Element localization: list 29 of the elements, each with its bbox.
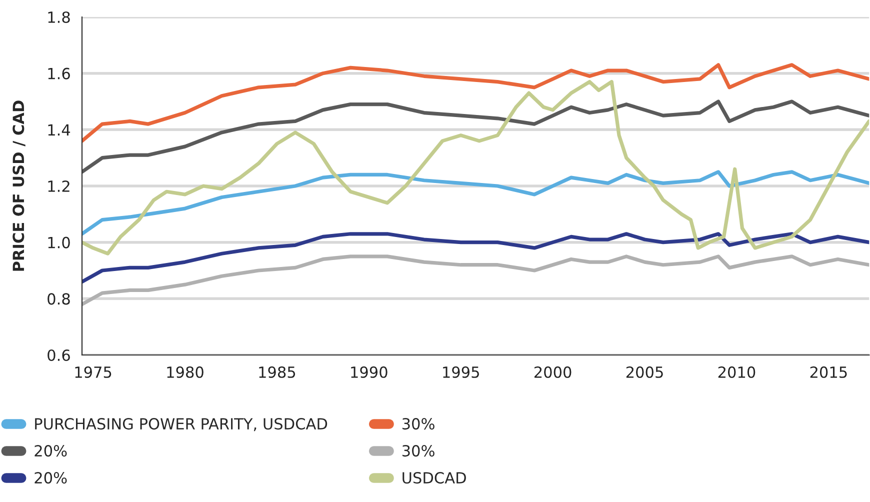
y-tick-label: 1.4 bbox=[48, 124, 70, 136]
line-series bbox=[82, 232, 870, 284]
legend-label: 20% bbox=[34, 472, 67, 484]
y-tick-label: 0.8 bbox=[48, 293, 70, 305]
line-series bbox=[82, 63, 870, 143]
x-tick-label: 2015 bbox=[810, 366, 847, 378]
y-axis-title: PRICE OF USD / CAD bbox=[12, 100, 26, 271]
x-tick-label: 1985 bbox=[259, 366, 296, 378]
legend-label: 30% bbox=[402, 418, 434, 430]
x-tick-label: 2000 bbox=[534, 366, 572, 378]
legend-label: USDCAD bbox=[402, 472, 466, 484]
x-tick-label: 1990 bbox=[351, 366, 388, 378]
y-tick-label: 1.6 bbox=[48, 68, 70, 80]
y-tick-label: 1.2 bbox=[48, 180, 70, 192]
x-tick-label: 2010 bbox=[718, 366, 756, 378]
legend-label: 30% bbox=[402, 445, 434, 457]
line-series bbox=[82, 254, 870, 306]
y-tick-label: 0.6 bbox=[48, 349, 70, 362]
x-tick-label: 1995 bbox=[443, 366, 479, 378]
line-series bbox=[82, 80, 870, 256]
x-tick-label: 1980 bbox=[167, 366, 204, 378]
legend-label: PURCHASING POWER PARITY, USDCAD bbox=[35, 418, 328, 432]
x-tick-label: 1975 bbox=[75, 366, 112, 378]
x-tick-label: 2005 bbox=[626, 366, 663, 378]
y-tick-label: 1.8 bbox=[48, 11, 70, 24]
legend-label: 20% bbox=[34, 445, 67, 457]
y-tick-label: 1.0 bbox=[48, 236, 70, 248]
line-series bbox=[82, 170, 870, 236]
line-series bbox=[82, 100, 870, 174]
